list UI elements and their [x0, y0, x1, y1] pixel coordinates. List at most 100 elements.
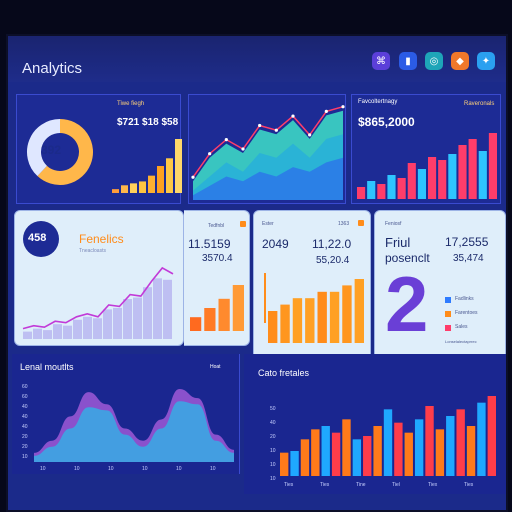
- filter-icon[interactable]: ⌘: [372, 52, 390, 70]
- trend-bar-13: [153, 278, 162, 339]
- wave-y-tick-6: 20: [22, 444, 28, 450]
- revenue-bar-6: [417, 169, 426, 199]
- category-y-tick-3: 10: [270, 448, 276, 454]
- category-bar-19: [477, 402, 486, 476]
- sales-bar-3: [305, 298, 315, 343]
- category-bar-0: [280, 452, 289, 476]
- category-bar-15: [435, 429, 445, 476]
- donut-bar-3: [139, 181, 146, 193]
- donut-segment-1: [27, 119, 61, 177]
- sales-bar-2: [292, 298, 303, 343]
- donut-headline: $721 $18 $58: [117, 117, 179, 128]
- area-chart-panel[interactable]: [188, 94, 346, 204]
- category-bar-chart: [280, 396, 496, 476]
- sales-value-left: 2049: [262, 237, 289, 251]
- category-y-tick-1: 40: [270, 420, 276, 426]
- final-panel[interactable]: Feniosf Friul posenclt 17,2555 35,474 2 …: [374, 210, 506, 360]
- category-bar-14: [425, 406, 434, 476]
- trend-bar-8: [103, 309, 112, 339]
- category-bar-5: [331, 432, 341, 476]
- category-bar-6: [342, 419, 351, 476]
- wave-y-tick-0: 60: [22, 384, 28, 390]
- revenue-bar-chart: [357, 133, 497, 199]
- revenue-caption: Favcoltertnagy: [358, 99, 398, 105]
- revenue-bar-3: [387, 175, 396, 199]
- sales-bar-1: [280, 304, 290, 343]
- revenue-bar-2: [377, 184, 386, 199]
- export-icon[interactable]: ◆: [451, 52, 469, 70]
- donut-summary-panel[interactable]: 392 Tiwe fiegh $721 $18 $58: [16, 94, 182, 204]
- trend-line: [22, 266, 174, 330]
- wave-chart: [34, 389, 234, 462]
- category-bar-13: [414, 419, 424, 476]
- wave-y-tick-2: 40: [22, 404, 28, 410]
- legend-swatch-1: [445, 311, 451, 317]
- category-y-tick-0: 50: [270, 406, 276, 412]
- revenue-caption-right: Raveronals: [464, 101, 495, 107]
- wave-y-tick-7: 10: [22, 454, 28, 460]
- area-point-2: [224, 138, 228, 142]
- revenue-bar-13: [488, 133, 497, 199]
- legend-swatch-2: [445, 325, 451, 331]
- trend-subtitle: Tneacloasts: [79, 248, 106, 254]
- wave-x-tick-4: 10: [176, 466, 182, 472]
- donut-bar-2: [130, 183, 137, 193]
- revenue-bar-12: [478, 151, 487, 199]
- wave-title: Lenal moutlts: [20, 362, 74, 372]
- category-y-tick-2: 20: [270, 434, 276, 440]
- sales-bar-7: [354, 279, 364, 343]
- trend-bar-9: [113, 307, 122, 339]
- final-footer: Lonselalectaprrec: [445, 339, 477, 344]
- area-point-4: [258, 123, 262, 128]
- legend-label-2: Sales: [455, 324, 468, 330]
- sales-label-right: 1363: [338, 221, 350, 227]
- wave-x-tick-3: 10: [142, 466, 148, 472]
- revenue-bar-panel[interactable]: Favcoltertnagy Raveronals $865,2000: [351, 94, 501, 204]
- final-subtitle: posenclt: [385, 251, 430, 265]
- dashboard-screen: Analytics ⌘ ▮ ◎ ◆ ✦ 392 Tiwe fiegh $721 …: [6, 34, 508, 512]
- category-bar-12: [404, 432, 413, 476]
- legend-label-1: Farentoes: [455, 310, 478, 316]
- revenue-bar-0: [357, 187, 366, 199]
- orders-label: Tedfnbl: [208, 223, 225, 229]
- donut-bar-4: [148, 175, 155, 193]
- area-chart: [191, 105, 345, 200]
- wave-y-tick-3: 40: [22, 414, 28, 420]
- category-x-tick-2: Tine: [356, 482, 366, 488]
- wave-series-b: [34, 401, 234, 462]
- top-bar: Analytics ⌘ ▮ ◎ ◆ ✦: [8, 36, 506, 82]
- sales-panel[interactable]: Ester 1363 2049 11,22.0 55,20.4: [253, 210, 371, 360]
- trend-bar-4: [63, 325, 72, 339]
- wave-y-tick-5: 20: [22, 434, 28, 440]
- orders-panel[interactable]: Tedfnbl 11.5159 3570.4: [184, 210, 250, 346]
- trend-badge: [23, 221, 59, 257]
- sales-axis-marker: [264, 273, 266, 323]
- document-icon[interactable]: ▮: [399, 52, 417, 70]
- category-x-tick-0: Ties: [284, 482, 294, 488]
- orders-bar-0: [190, 317, 202, 331]
- orders-bar-3: [232, 285, 244, 331]
- category-x-tick-3: Tiel: [392, 482, 400, 488]
- sales-sub-value: 55,20.4: [316, 255, 350, 266]
- revenue-bar-9: [448, 154, 457, 199]
- area-series-low: [193, 157, 343, 200]
- category-title: Cato fretales: [258, 368, 310, 378]
- sync-icon[interactable]: ◎: [425, 52, 443, 70]
- sales-bar-chart: [268, 279, 364, 343]
- donut-bar-1: [121, 185, 128, 193]
- share-icon[interactable]: ✦: [477, 52, 495, 70]
- donut-bar-chart: [112, 139, 182, 193]
- trend-panel[interactable]: 458 Fenelics Tneacloasts: [14, 210, 184, 346]
- wave-panel[interactable]: Lenal moutlts Hoat 60 60 40 40 40 20 20 10 10 10…: [12, 354, 240, 474]
- donut-bar-0: [112, 189, 119, 193]
- trend-badge-value: 458: [28, 232, 47, 244]
- category-bar-10: [383, 409, 393, 476]
- final-value-1: 17,2555: [445, 235, 489, 249]
- donut-caption: Tiwe fiegh: [117, 101, 145, 107]
- area-point-9: [341, 105, 345, 109]
- trend-title: Fenelics: [79, 232, 124, 246]
- wave-x-tick-2: 10: [108, 466, 114, 472]
- sales-value-right: 11,22.0: [312, 237, 352, 251]
- category-bar-panel[interactable]: Cato fretales 50 40 20 10 10 10 Ties Ties Tine T…: [244, 354, 506, 494]
- trend-bar-1: [33, 328, 42, 339]
